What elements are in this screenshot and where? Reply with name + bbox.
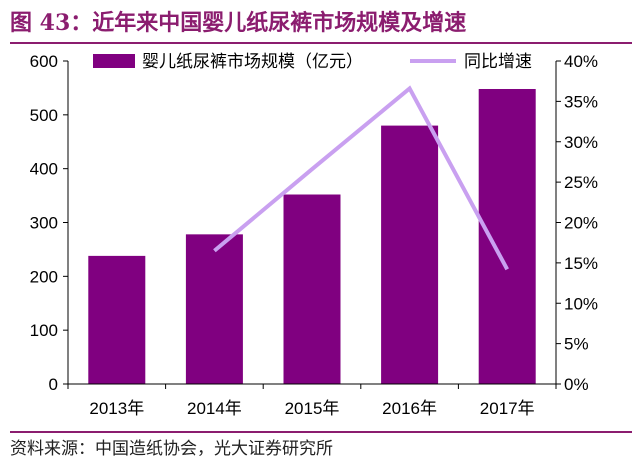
- right-tick-label-2: 10%: [564, 294, 598, 313]
- figure-title: 图 43：近年来中国婴儿纸尿裤市场规模及增速: [10, 10, 467, 36]
- source-divider: [10, 431, 632, 433]
- right-tick-label-3: 15%: [564, 254, 598, 273]
- x-tick-label-3: 2016年: [382, 399, 437, 418]
- right-tick-label-7: 35%: [564, 92, 598, 111]
- left-tick-label-4: 400: [30, 160, 58, 179]
- left-tick-label-1: 100: [30, 321, 58, 340]
- left-tick-label-6: 600: [30, 52, 58, 71]
- right-tick-label-4: 20%: [564, 214, 598, 233]
- growth-line: [213, 85, 509, 271]
- x-tick-label-4: 2017年: [480, 399, 535, 418]
- x-tick-label-0: 2013年: [89, 399, 144, 418]
- x-tick-label-1: 2014年: [187, 399, 242, 418]
- title-divider: [10, 42, 632, 44]
- left-tick-label-2: 200: [30, 267, 58, 286]
- bar-1: [185, 234, 243, 384]
- bar-3: [381, 125, 439, 384]
- right-tick-label-0: 0%: [564, 375, 589, 394]
- left-tick-label-0: 0: [49, 375, 58, 394]
- right-tick-label-6: 30%: [564, 133, 598, 152]
- right-tick-label-5: 25%: [564, 173, 598, 192]
- legend-line-label: 同比增速: [464, 52, 532, 71]
- left-tick-label-3: 300: [30, 214, 58, 233]
- x-tick-label-2: 2015年: [285, 399, 340, 418]
- bar-2: [283, 194, 341, 384]
- right-tick-label-1: 5%: [564, 335, 589, 354]
- legend-bar-swatch: [93, 54, 135, 68]
- right-tick-label-8: 40%: [564, 52, 598, 71]
- bar-0: [88, 255, 146, 384]
- left-tick-label-5: 500: [30, 106, 58, 125]
- source-note: 资料来源：中国造纸协会，光大证券研究所: [10, 439, 333, 459]
- legend-bar-label: 婴儿纸尿裤市场规模（亿元）: [142, 52, 363, 71]
